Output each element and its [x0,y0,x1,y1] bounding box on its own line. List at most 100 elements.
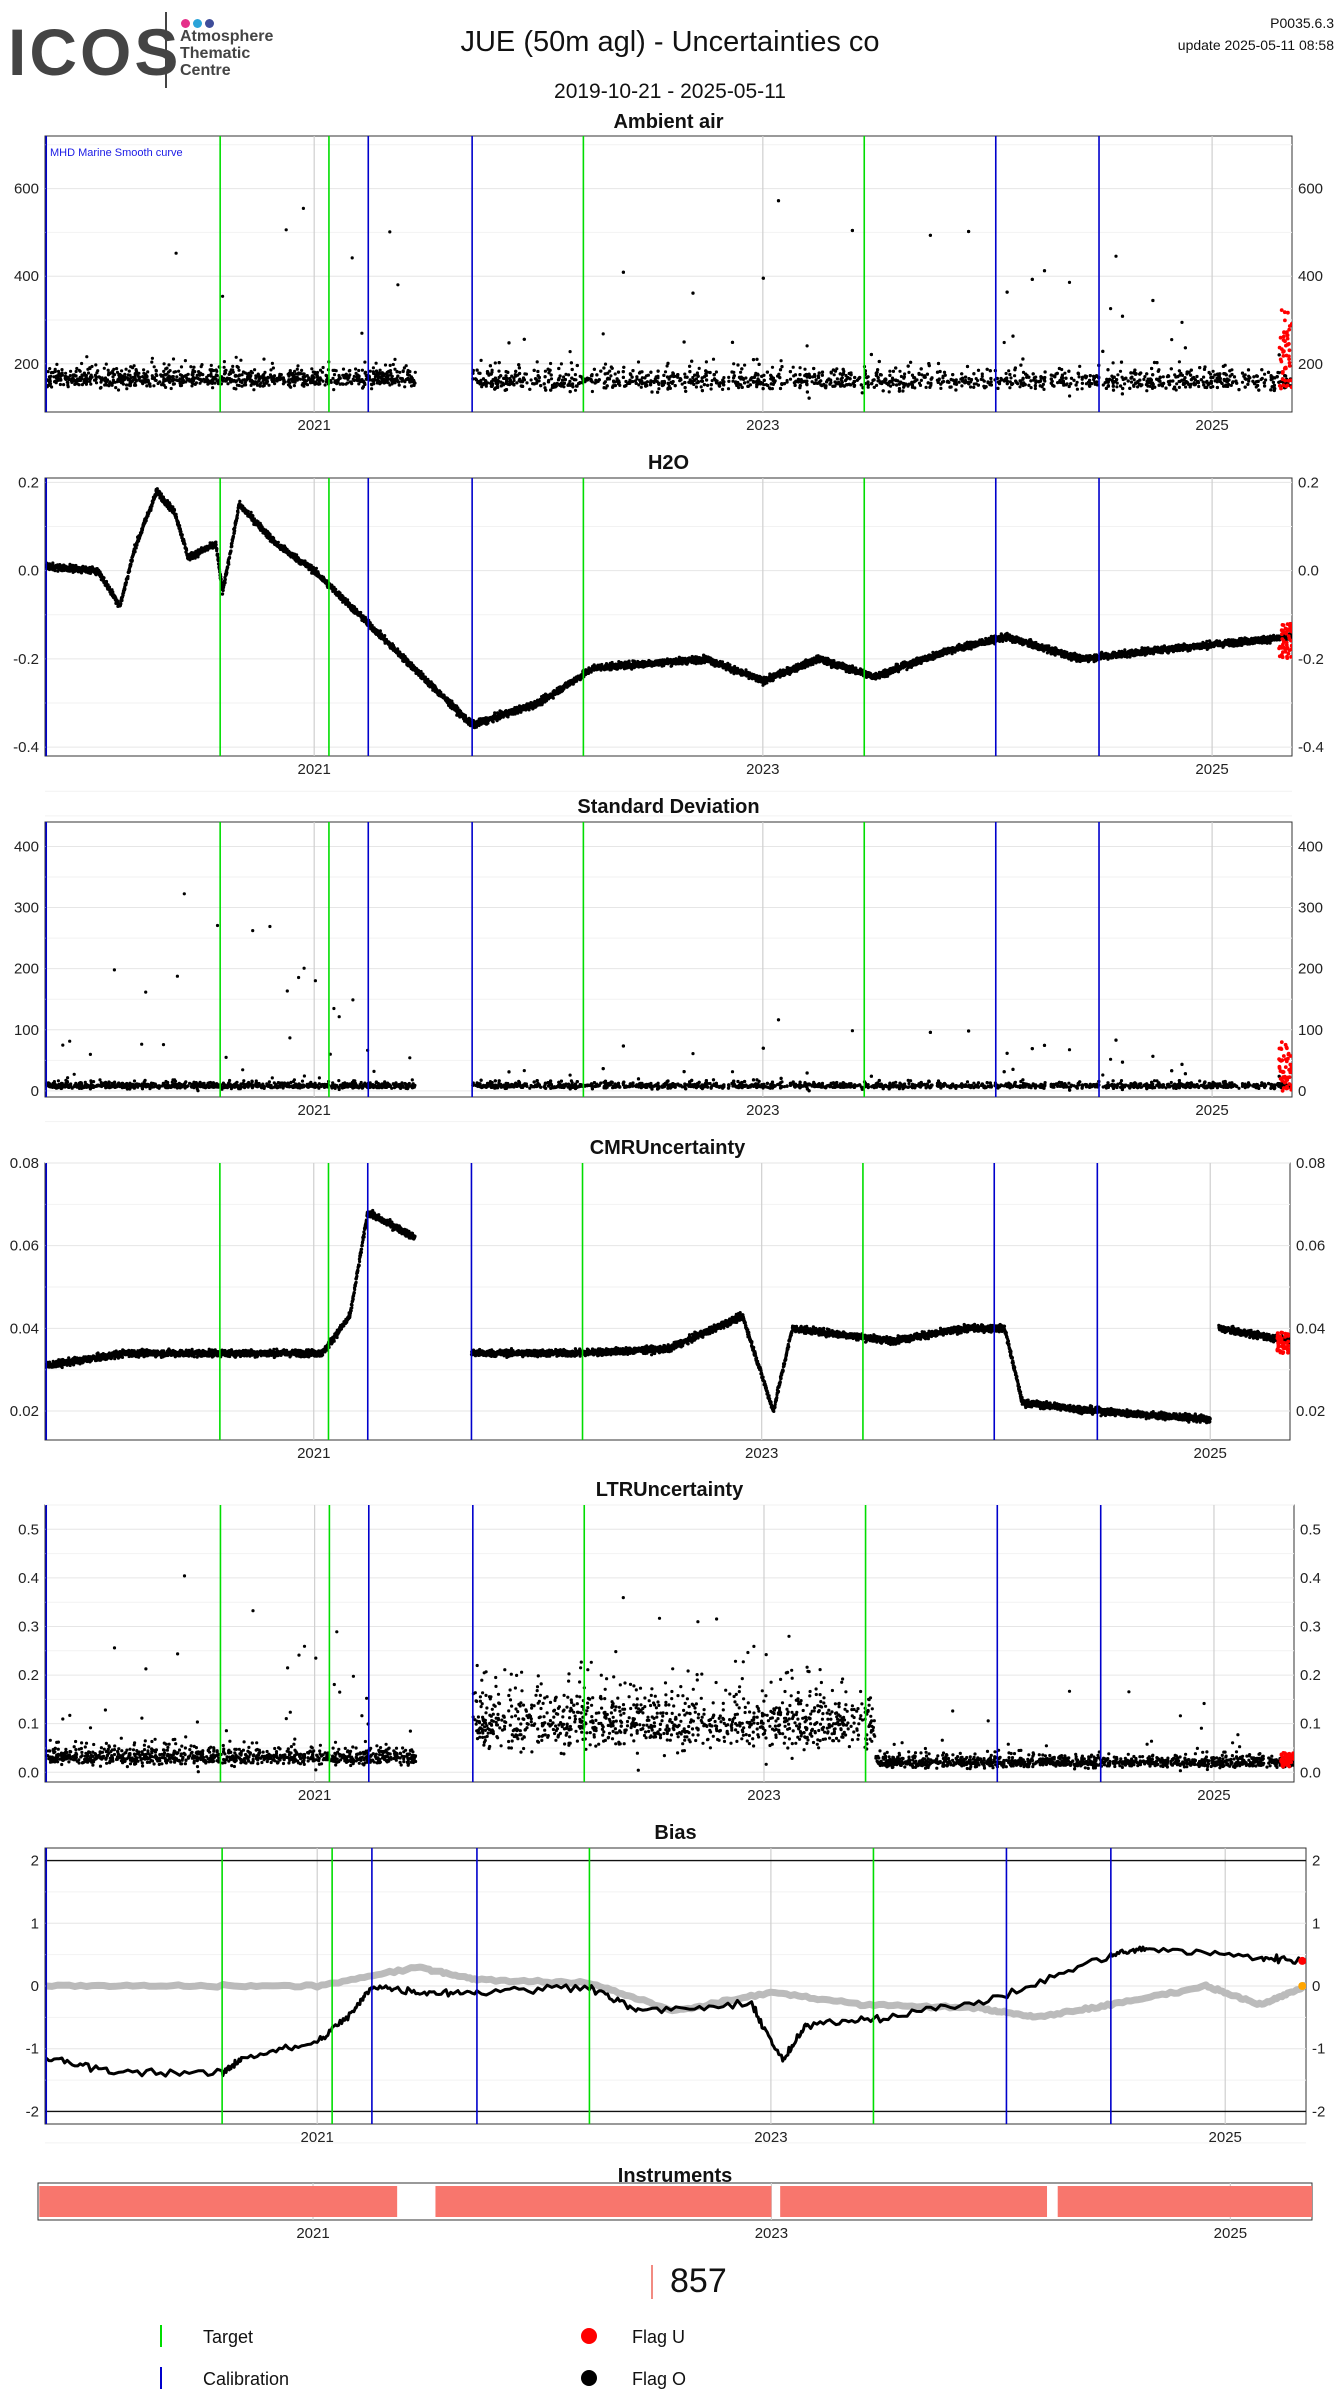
data-point [111,381,115,385]
data-point [350,382,354,386]
data-point [887,390,891,394]
data-point [69,369,73,373]
data-point [603,362,608,366]
y-tick-label-right: 0.2 [1298,474,1319,491]
data-point [1120,392,1124,396]
data-point [871,378,875,382]
chart-annotation: MHD Marine Smooth curve [50,147,183,159]
data-point [280,376,284,380]
flag-u-point [1282,310,1287,315]
data-point [507,341,511,345]
data-point [494,386,498,390]
y-tick-label-right: -0.2 [1298,651,1324,668]
data-point [363,360,367,364]
data-point [248,379,252,383]
data-point [179,365,184,369]
data-point [1143,375,1147,379]
data-point [132,364,136,368]
data-point [1203,365,1207,369]
flag-u-point [1285,336,1290,341]
data-point [377,371,381,375]
data-point [709,383,713,387]
data-point [71,376,75,380]
data-point [919,367,923,371]
data-point [183,359,187,363]
data-point [989,380,993,384]
data-point [67,378,71,382]
data-point [1195,380,1200,384]
data-point [133,375,137,379]
data-point [855,378,859,382]
data-point [389,371,393,376]
flag-u-point [1281,350,1285,354]
data-point [1049,373,1053,377]
data-point [104,362,108,366]
data-point [942,370,947,374]
flag-u-point [1278,335,1283,340]
data-point [1107,377,1112,381]
data-point [295,375,299,379]
data-point [404,377,408,382]
data-point [947,380,951,384]
data-point [284,228,288,232]
data-point [621,370,625,374]
data-point [1013,374,1017,378]
data-point [568,350,572,354]
data-point [640,379,644,383]
data-point [694,377,698,381]
data-point [1034,379,1038,383]
data-point [1088,381,1092,385]
data-point [499,374,503,378]
data-point [708,370,712,375]
data-point [134,546,138,550]
data-point [640,376,645,380]
data-point [1065,382,1069,386]
data-point [493,376,497,380]
data-point [762,378,766,382]
data-point [679,378,683,382]
data-point [212,368,216,373]
data-point [1018,379,1022,383]
data-point [183,542,187,547]
data-point [1162,381,1166,385]
data-point [1049,377,1053,381]
y-tick-label-right: -0.4 [1298,739,1324,756]
data-point [574,384,579,388]
data-point [766,383,770,388]
data-point [543,369,548,373]
data-point [1015,382,1020,386]
data-point [1042,269,1047,273]
data-point [1000,378,1004,382]
data-point [341,382,345,386]
data-point [597,378,601,382]
data-point [129,562,133,566]
data-point [298,377,303,381]
data-point [649,383,653,387]
data-point [378,368,382,372]
data-point [805,344,809,348]
data-point [820,370,825,374]
data-point [1189,378,1193,382]
data-point [702,383,707,387]
data-point [1075,387,1079,391]
data-point [371,366,375,370]
data-point [688,370,692,374]
data-point [281,382,285,386]
data-point [1119,360,1124,364]
data-point [338,382,342,386]
data-point [844,383,848,387]
data-point [1005,379,1010,383]
data-point [383,634,387,638]
data-point [567,373,571,377]
data-point [693,373,697,377]
data-point [757,362,761,366]
data-point [1074,383,1078,387]
data-point [788,377,793,381]
data-point [317,378,321,382]
data-point [839,383,844,387]
data-point [177,378,181,382]
data-point [662,380,667,384]
data-point [1109,307,1113,311]
data-point [810,380,814,384]
